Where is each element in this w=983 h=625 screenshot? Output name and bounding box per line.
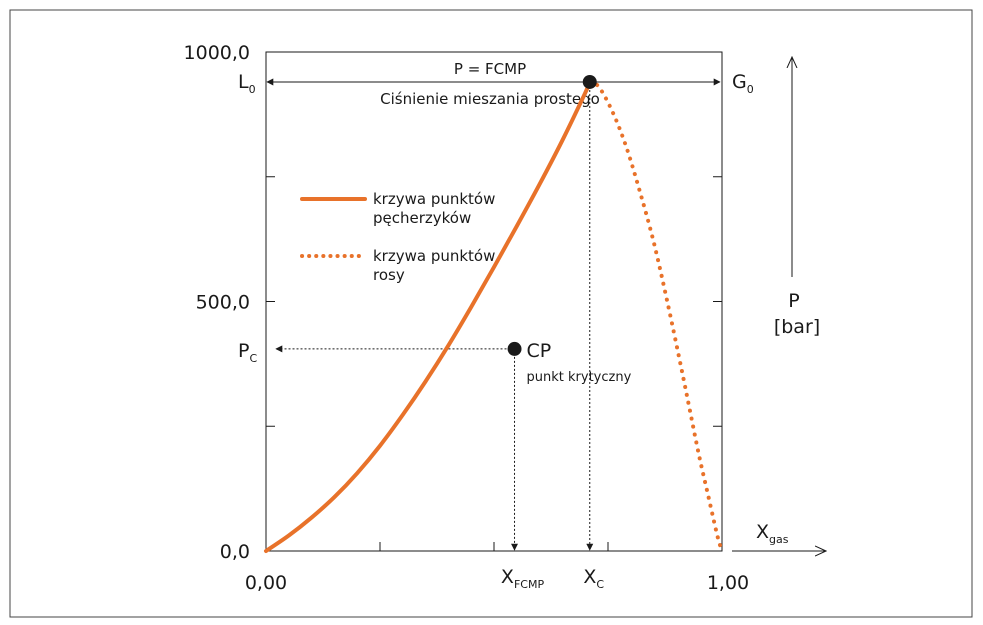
pc-label: PC [238,340,257,365]
legend-label-dew-line1: krzywa punktów [373,247,495,265]
x-axis-label: Xgas [756,521,789,546]
y-tick-label-0: 0,0 [220,541,250,563]
x-c-sub: C [596,578,604,591]
pc-main: P [238,340,249,362]
l0-label: L0 [238,71,256,96]
g0-label: G0 [732,71,754,96]
g0-sub: 0 [747,83,754,96]
series-dew-point-curve [587,79,724,553]
x-tick-label-end: 1,00 [707,572,749,594]
cp-sublabel: punkt krytyczny [527,370,632,385]
l0-sub: 0 [249,83,256,96]
g0-main: G [732,71,747,93]
x-ticks [265,542,723,551]
critical-point-marker [507,341,522,356]
plot-frame [265,51,723,552]
outer-frame [9,9,973,618]
x-axis-sub: gas [769,533,789,546]
y-tick-label-1000: 1000,0 [184,42,250,64]
legend: krzywa punktów pęcherzyków krzywa punktó… [300,190,495,284]
y-axis-label-line2: [bar] [774,316,820,338]
x-fcmp-main: X [501,566,514,588]
series-bubble-point-curve [264,79,592,553]
l0-main: L [238,71,249,93]
x-axis-main: X [756,521,769,543]
fcmp-caption: Ciśnienie mieszania prostego [380,90,600,108]
x-c-label: XC [583,566,604,591]
fcmp-point-marker [582,74,597,89]
legend-label-bubble-line1: krzywa punktów [373,190,495,208]
y-ticks [266,51,722,552]
x-tick-label-start: 0,00 [245,572,287,594]
x-c-main: X [583,566,596,588]
pc-sub: C [249,352,257,365]
y-axis-label-line1: P [788,290,799,312]
legend-label-dew-line2: rosy [373,266,405,284]
legend-label-bubble-line2: pęcherzyków [373,209,471,227]
cp-label: CP [527,340,552,362]
y-tick-label-500: 500,0 [196,292,250,314]
fcmp-label: P = FCMP [454,60,526,78]
x-fcmp-sub: FCMP [514,578,544,591]
x-fcmp-label: XFCMP [501,566,545,591]
